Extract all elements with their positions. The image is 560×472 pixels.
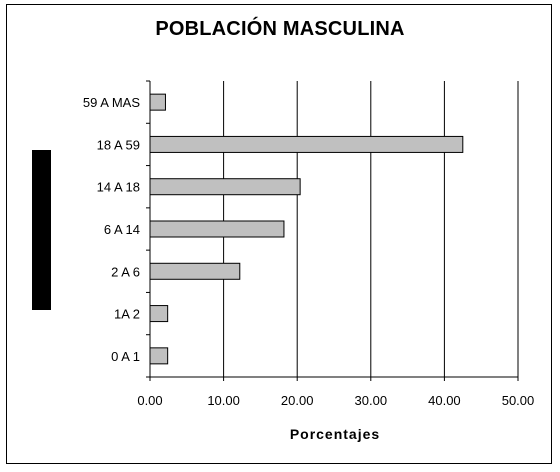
bar <box>149 93 166 111</box>
bar <box>149 262 241 280</box>
y-tick-label: 2 A 6 <box>111 264 140 279</box>
black-obscuring-block <box>32 150 51 310</box>
x-tick-label: 0.00 <box>137 393 162 408</box>
y-tick-label: 1A 2 <box>114 307 140 322</box>
y-tick-label: 18 A 59 <box>97 137 140 152</box>
x-tick-label: 20.00 <box>281 393 314 408</box>
grid-lines <box>223 81 519 377</box>
y-tick-label: 0 A 1 <box>111 349 140 364</box>
chart-title: POBLACIÓN MASCULINA <box>155 18 405 40</box>
x-tick-label: 10.00 <box>207 393 240 408</box>
bar <box>149 220 285 238</box>
x-tick-label: 50.00 <box>502 393 535 408</box>
axes <box>146 80 519 381</box>
bar <box>149 347 169 365</box>
bar <box>149 305 169 323</box>
bar <box>149 135 464 153</box>
labels: 0.00 10.00 20.00 30.00 40.00 50.00 59 A MAS 18 … <box>83 95 534 408</box>
bars <box>149 93 464 365</box>
y-tick-label: 59 A MAS <box>83 95 140 110</box>
y-tick-label: 14 A 18 <box>97 180 140 195</box>
bar <box>149 178 301 196</box>
y-tick-label: 6 A 14 <box>104 222 140 237</box>
x-axis-title: Porcentajes <box>289 426 381 442</box>
x-tick-label: 30.00 <box>355 393 388 408</box>
x-tick-label: 40.00 <box>428 393 461 408</box>
